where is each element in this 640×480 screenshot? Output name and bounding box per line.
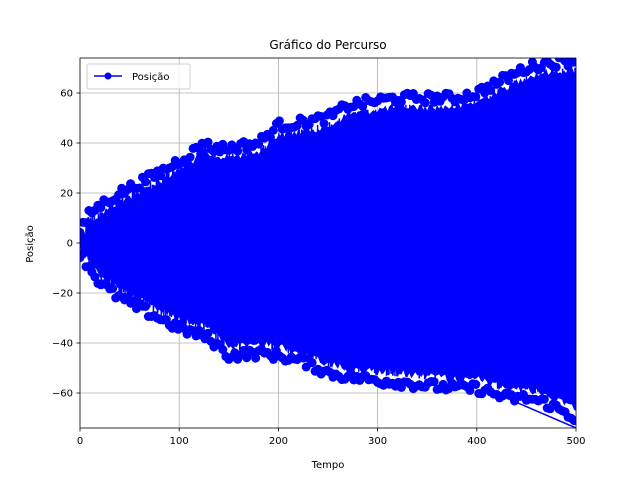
series-final-segment: [494, 392, 576, 428]
axes: 0 100 200 300 400 500 −60 −40 −20 0 20 40 60: [52, 57, 586, 447]
legend-marker: [104, 72, 112, 80]
series-marker: [471, 92, 481, 102]
series-marker: [155, 171, 165, 181]
series-marker: [551, 62, 561, 72]
series-line: [80, 67, 576, 409]
series-marker: [242, 353, 252, 363]
y-tick-label: 0: [67, 239, 73, 250]
y-axis-label: Posição: [25, 225, 36, 263]
series-marker: [251, 353, 261, 363]
series-marker: [141, 177, 150, 187]
y-tick-label: 40: [60, 139, 73, 150]
y-tick-label: −20: [52, 289, 73, 300]
series-marker: [108, 283, 118, 293]
x-tick-label: 200: [269, 436, 288, 447]
series-marker: [495, 77, 505, 87]
series-marker: [141, 301, 150, 311]
legend: Posição: [86, 63, 191, 90]
series-marker: [471, 379, 481, 389]
x-tick-label: 400: [467, 436, 486, 447]
series-marker: [319, 119, 329, 128]
series-marker: [203, 137, 213, 147]
series-posicao: [80, 58, 576, 428]
series-marker: [429, 377, 439, 387]
series-marker: [80, 227, 85, 237]
x-axis-label: Tempo: [311, 460, 345, 471]
x-tick-label: 0: [77, 436, 83, 447]
series-marker: [80, 249, 88, 259]
series-marker: [569, 58, 576, 67]
series-marker: [185, 152, 195, 162]
series-marker: [396, 97, 406, 107]
series-marker: [203, 328, 213, 338]
series-marker: [135, 183, 144, 193]
series-marker: [420, 98, 430, 108]
series-marker: [96, 203, 106, 213]
series-marker: [266, 132, 275, 142]
series-marker: [81, 218, 91, 228]
series-marker: [486, 86, 496, 95]
series-marker: [254, 139, 264, 149]
y-tick-label: −40: [52, 339, 73, 350]
series-marker: [539, 394, 549, 404]
series-marker: [218, 345, 228, 355]
x-tick-label: 100: [170, 436, 189, 447]
legend-box: [86, 63, 191, 90]
chart-title: Gráfico do Percurso: [269, 38, 386, 52]
series-marker: [307, 358, 317, 368]
series-marker: [233, 146, 243, 156]
series-marker: [274, 116, 284, 126]
series-marker: [268, 125, 278, 135]
series-marker: [292, 120, 302, 130]
legend-label: Posição: [132, 72, 170, 83]
series-marker: [504, 76, 513, 86]
y-tick-label: 60: [60, 89, 73, 100]
y-tick-label: 20: [60, 189, 73, 200]
series-marker: [569, 416, 576, 426]
x-tick-label: 300: [368, 436, 387, 447]
y-tick-label: −60: [52, 389, 73, 400]
x-tick-label: 500: [566, 436, 585, 447]
series-marker: [358, 101, 368, 111]
